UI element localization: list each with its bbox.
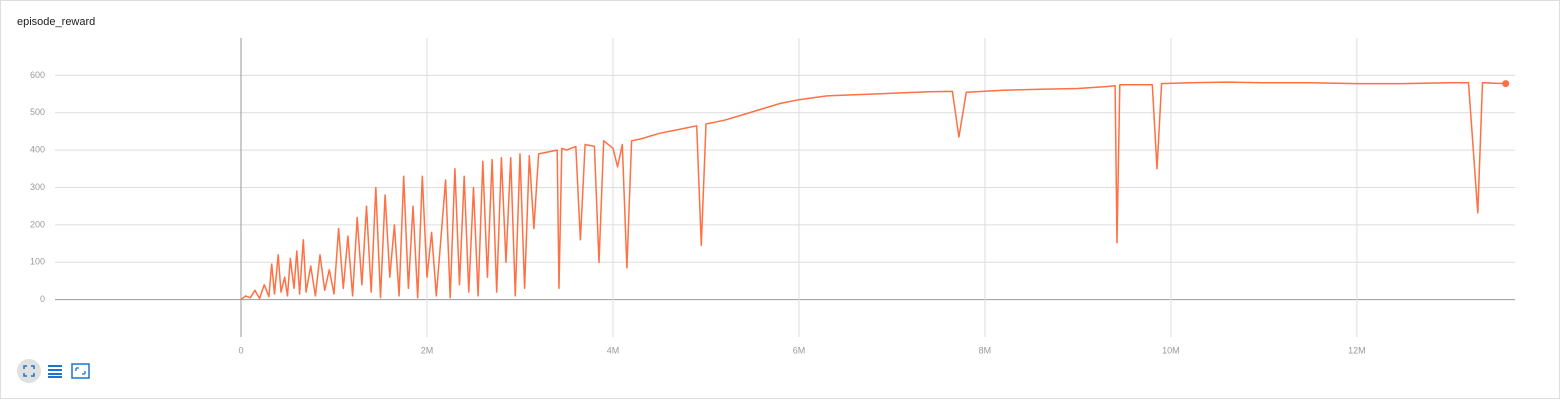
y-tick-label: 0 xyxy=(40,294,45,304)
end-point xyxy=(1502,80,1510,88)
series-line xyxy=(240,81,1506,301)
zoom-icon xyxy=(75,367,86,375)
x-tick-label: 6M xyxy=(793,345,806,355)
chart-title: episode_reward xyxy=(17,16,95,28)
plot: 0 100 200 300 400 500 600 0 2M 4M 6M 8M 10M 12M xyxy=(30,38,1515,355)
log-toggle-button[interactable] xyxy=(48,365,62,378)
fit-domain-button[interactable] xyxy=(17,359,41,383)
y-tick-label: 100 xyxy=(30,257,45,267)
fit-icon xyxy=(23,365,35,377)
y-tick-label: 500 xyxy=(30,107,45,117)
x-tick-label: 4M xyxy=(607,345,620,355)
x-tick-label: 2M xyxy=(421,345,434,355)
y-tick-label: 300 xyxy=(30,182,45,192)
x-tick-label: 12M xyxy=(1348,345,1366,355)
x-tick-label: 0 xyxy=(238,345,243,355)
y-tick-label: 200 xyxy=(30,219,45,229)
x-tick-label: 10M xyxy=(1162,345,1180,355)
y-tick-label: 400 xyxy=(30,145,45,155)
y-tick-label: 600 xyxy=(30,70,45,80)
zoom-button[interactable] xyxy=(71,363,90,379)
toolbar xyxy=(17,359,90,383)
x-tick-label: 8M xyxy=(979,345,992,355)
